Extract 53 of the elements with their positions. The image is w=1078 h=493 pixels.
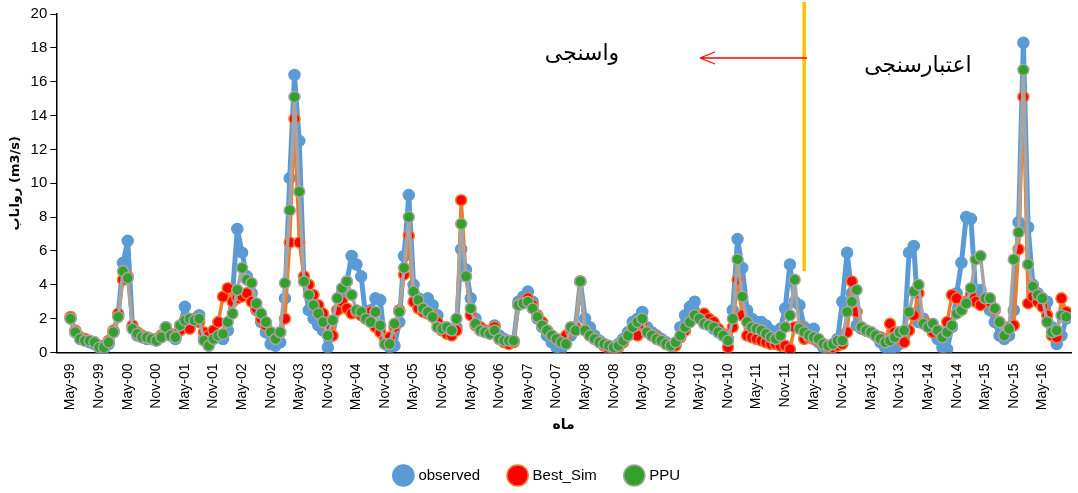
y-tick-label: 12 xyxy=(30,139,48,157)
x-tick-label: May-10 xyxy=(690,363,707,411)
y-tick-label: 2 xyxy=(38,308,48,326)
x-tick-label: Nov-08 xyxy=(604,363,621,409)
annotation: اعتبارسنجی xyxy=(864,52,972,78)
x-tick-label: Nov-04 xyxy=(375,363,392,409)
x-tick-label: May-15 xyxy=(976,363,993,411)
x-tick-label: Nov-06 xyxy=(490,363,507,409)
legend-label: PPU xyxy=(649,465,681,483)
legend-label: observed xyxy=(418,465,481,483)
x-tick-label: May-09 xyxy=(633,363,650,411)
x-tick-label: Nov-01 xyxy=(204,363,221,409)
x-tick-label: Nov-07 xyxy=(547,363,564,409)
x-axis-title: ماه xyxy=(552,416,575,433)
y-tick-label: 6 xyxy=(38,241,48,259)
y-axis-title: رواناب (m3/s) xyxy=(7,136,23,231)
x-tick-label: May-06 xyxy=(461,363,478,411)
x-tick-label: May-13 xyxy=(861,363,878,411)
y-tick-label: 0 xyxy=(38,342,48,360)
x-tick-label: Nov-12 xyxy=(833,363,850,409)
y-tick-label: 10 xyxy=(30,173,48,191)
x-tick-label: May-11 xyxy=(747,363,764,410)
x-tick-label: May-01 xyxy=(175,363,192,411)
x-tick-label: May-07 xyxy=(518,363,535,411)
x-tick-label: May-12 xyxy=(804,363,821,411)
x-tick-label: Nov-10 xyxy=(718,363,735,409)
x-tick-label: May-99 xyxy=(61,363,78,411)
x-tick-label: Nov-02 xyxy=(261,363,278,409)
x-tick-label: Nov-13 xyxy=(890,363,907,409)
x-tick-label: Nov-05 xyxy=(433,363,450,409)
y-tick-label: 8 xyxy=(38,207,48,225)
y-tick-label: 14 xyxy=(30,105,48,123)
x-tick-label: May-03 xyxy=(290,363,307,411)
x-tick-label: May-02 xyxy=(232,363,249,411)
x-tick-label: May-16 xyxy=(1033,363,1050,411)
x-tick-label: May-04 xyxy=(347,363,364,411)
y-tick-label: 4 xyxy=(38,274,48,292)
x-tick-label: Nov-00 xyxy=(147,363,164,409)
y-tick-label: 16 xyxy=(30,71,48,89)
x-tick-label: Nov-14 xyxy=(947,363,964,409)
x-tick-label: Nov-03 xyxy=(318,363,335,409)
x-tick-label: Nov-15 xyxy=(1004,363,1021,409)
x-tick-label: Nov-09 xyxy=(661,363,678,409)
x-tick-label: May-05 xyxy=(404,363,421,411)
x-tick-label: Nov-99 xyxy=(90,363,107,409)
x-tick-label: Nov-11 xyxy=(776,363,793,408)
x-tick-label: May-08 xyxy=(575,363,592,411)
y-tick-label: 18 xyxy=(30,37,48,55)
legend-label: Best_Sim xyxy=(532,465,597,483)
y-tick-label: 20 xyxy=(30,4,48,22)
x-tick-label: May-14 xyxy=(918,363,935,411)
x-tick-label: May-00 xyxy=(118,363,135,411)
annotation: واسنجی xyxy=(544,40,620,66)
